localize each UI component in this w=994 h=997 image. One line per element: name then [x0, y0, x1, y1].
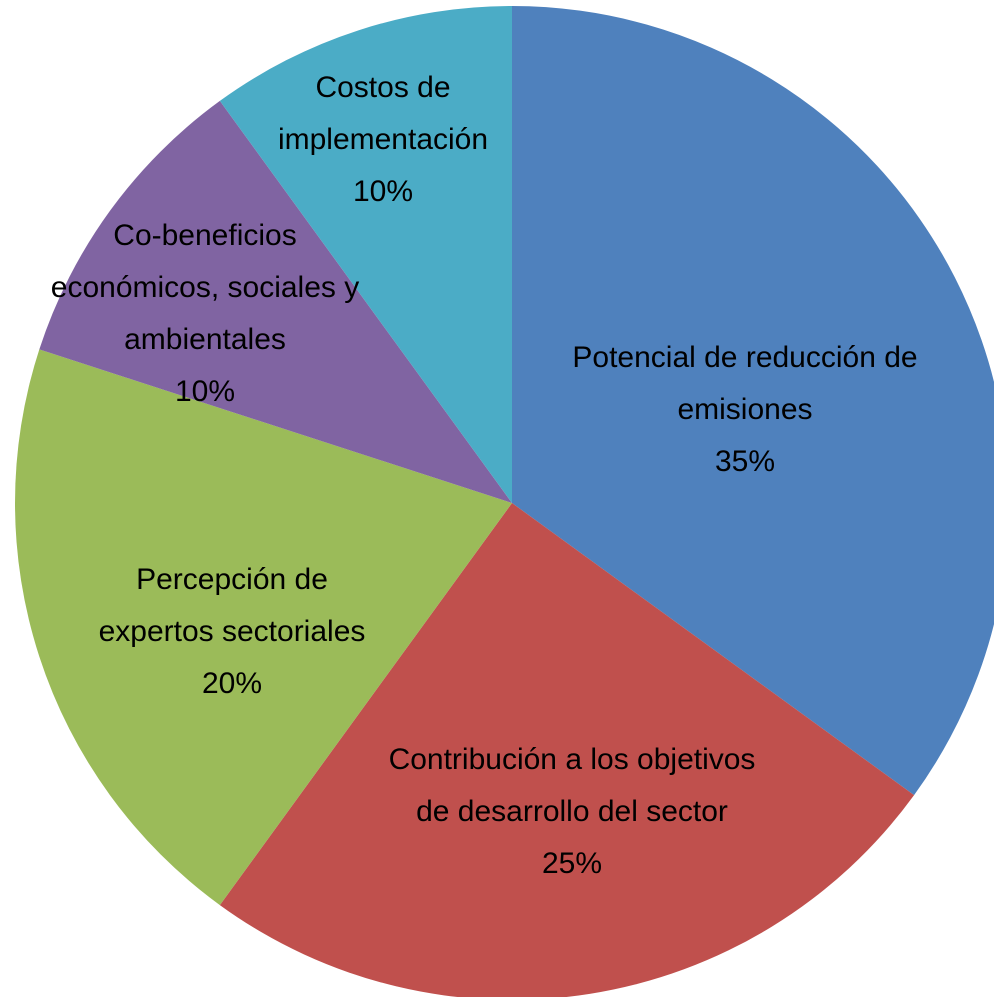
pie-slice: [219, 503, 915, 997]
value-label: 10%: [352, 175, 414, 208]
pie-slice: [39, 100, 512, 504]
category-label: Potencial de reducción de emisiones: [572, 341, 918, 426]
pie-slice: [14, 349, 513, 906]
value-label: 35%: [714, 445, 776, 478]
category-label: Co-beneficios económicos, sociales y amb…: [50, 219, 360, 356]
value-label: 25%: [541, 847, 603, 880]
slice-label: Potencial de reducción de emisiones 35%: [560, 332, 930, 488]
category-label: Percepción de expertos sectoriales: [98, 563, 366, 648]
slice-label: Contribución a los objetivos de desarrol…: [387, 734, 757, 890]
value-label: 20%: [201, 667, 263, 700]
slice-label: Co-beneficios económicos, sociales y amb…: [48, 210, 363, 418]
pie-slice: [512, 6, 994, 796]
value-label: 10%: [174, 375, 236, 408]
slice-label: Costos de implementación 10%: [266, 62, 501, 218]
slice-label: Percepción de expertos sectoriales 20%: [75, 554, 390, 710]
pie-slice: [219, 6, 512, 503]
category-label: Costos de implementación: [277, 71, 489, 156]
category-label: Contribución a los objetivos de desarrol…: [388, 743, 756, 828]
